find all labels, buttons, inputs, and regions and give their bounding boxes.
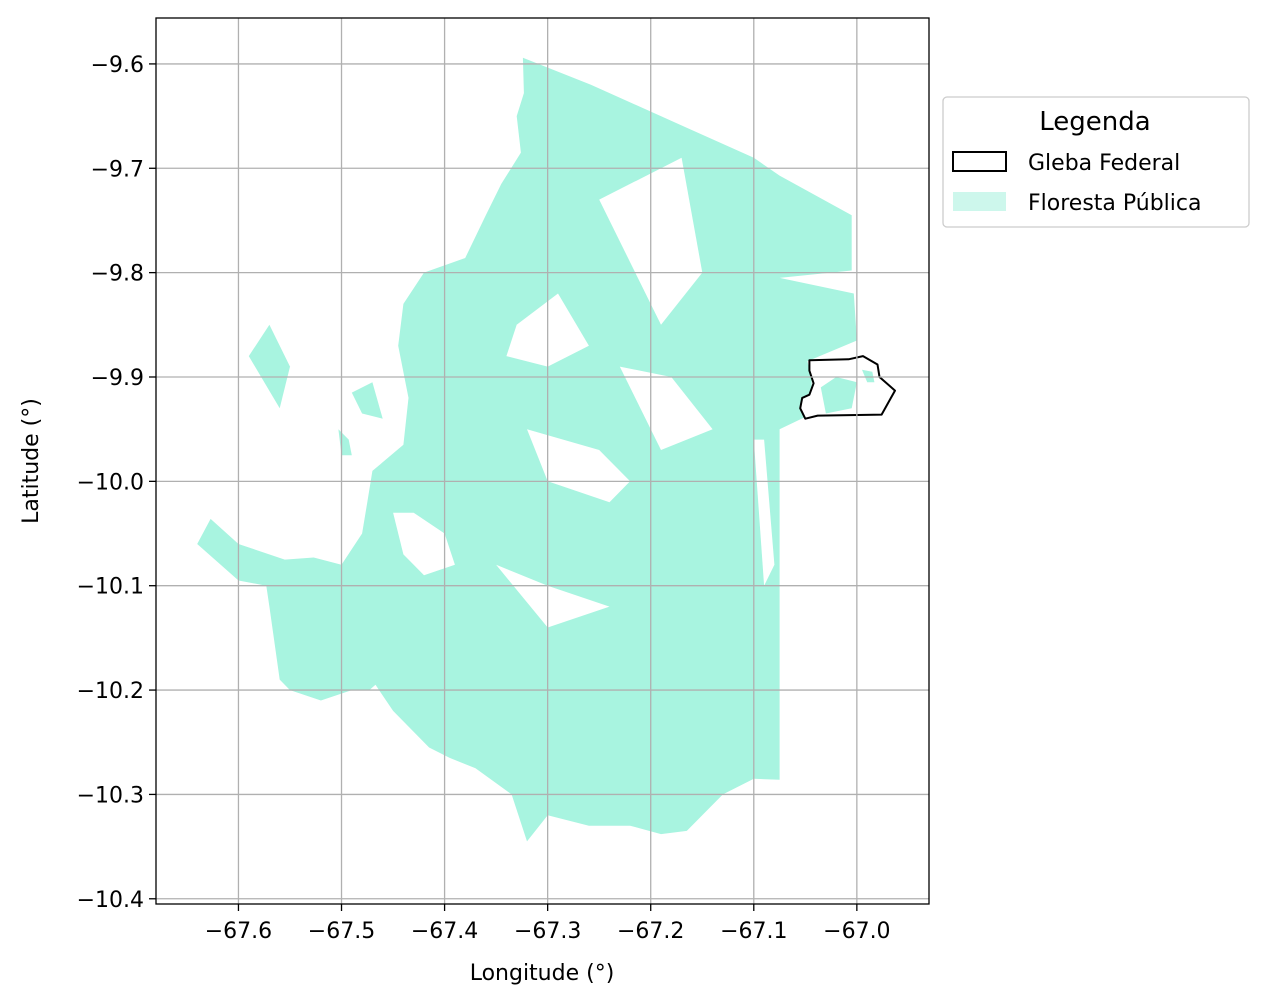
- forest-polygon-1: [351, 382, 383, 419]
- gleba-layer: [799, 355, 896, 420]
- legend-swatch-gleba-federal: [952, 151, 1007, 172]
- forest-polygon-3: [248, 324, 290, 409]
- y-axis-ticks: −9.6 −9.7 −9.8 −9.9 −10.0 −10.1 −10.2 −10.3 −10.…: [77, 53, 156, 913]
- axes-frame: [155, 17, 930, 905]
- legend-swatch-floresta-publica: [953, 192, 1006, 211]
- x-tick-label: −67.1: [720, 919, 787, 944]
- y-tick-label: −9.8: [91, 262, 144, 287]
- y-tick-label: −10.4: [77, 888, 144, 913]
- forest-layer: [197, 57, 857, 842]
- gleba-federal-outline: [799, 355, 896, 420]
- forest-gap-2: [619, 366, 713, 450]
- y-tick-label: −9.9: [91, 366, 144, 391]
- x-tick-label: −67.5: [308, 919, 375, 944]
- y-tick-label: −10.3: [77, 783, 144, 808]
- forest-gap-5: [496, 564, 610, 628]
- y-tick-label: −10.2: [77, 679, 144, 704]
- x-tick-label: −67.0: [823, 919, 890, 944]
- legend: Legenda Gleba Federal Floresta Pública: [942, 96, 1250, 228]
- grid-layer: [156, 18, 929, 904]
- legend-label-gleba-federal: Gleba Federal: [1028, 151, 1180, 176]
- forest-gap-6: [753, 439, 775, 586]
- x-tick-label: −67.2: [617, 919, 684, 944]
- legend-title: Legenda: [1039, 107, 1150, 137]
- y-tick-label: −9.6: [91, 53, 144, 78]
- forest-gap-0: [393, 512, 455, 576]
- x-tick-label: −67.3: [514, 919, 581, 944]
- x-tick-label: −67.4: [411, 919, 478, 944]
- y-tick-label: −9.7: [91, 157, 144, 182]
- legend-box: [942, 96, 1250, 228]
- gleba-forest-patch-1: [862, 369, 875, 383]
- y-tick-label: −10.1: [77, 575, 144, 600]
- x-axis-ticks: −67.6 −67.5 −67.4 −67.3 −67.2 −67.1 −67.0: [205, 904, 891, 944]
- gleba-forest-patch-0: [820, 377, 857, 414]
- x-axis-label: Longitude (°): [470, 961, 615, 986]
- x-tick-label: −67.6: [205, 919, 272, 944]
- forest-gap-1: [527, 429, 631, 503]
- y-axis-label: Latitude (°): [19, 398, 44, 524]
- y-tick-label: −10.0: [77, 470, 144, 495]
- legend-label-floresta-publica: Floresta Pública: [1028, 191, 1201, 216]
